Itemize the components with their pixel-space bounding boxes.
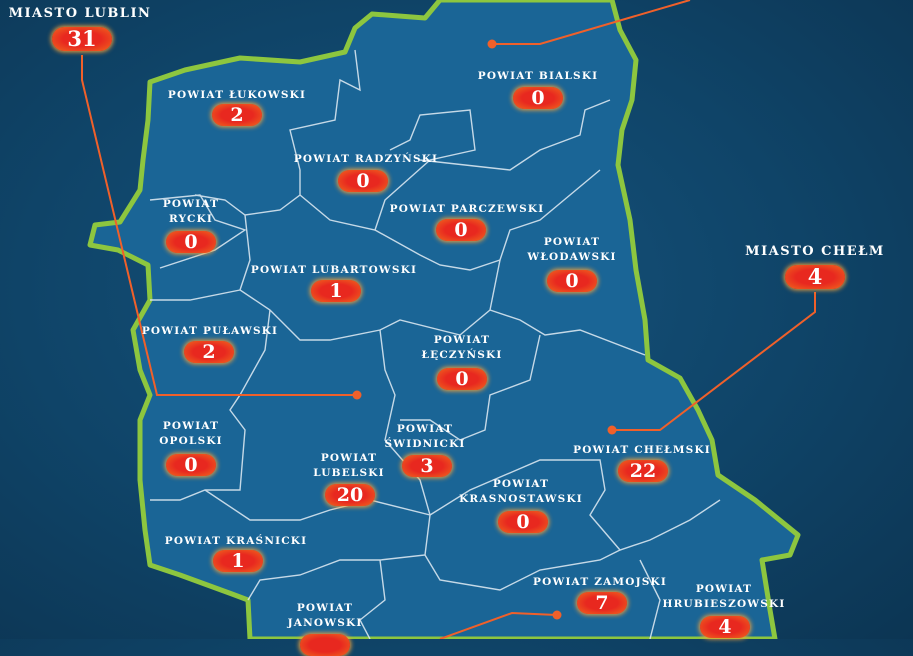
count-badge-radzynski: 0 bbox=[338, 170, 388, 192]
count-badge-parczewski: 0 bbox=[436, 219, 486, 241]
district-label-chelmski: POWIAT CHEŁMSKI bbox=[573, 444, 711, 456]
label-line: OPOLSKI bbox=[159, 435, 223, 447]
district-label-hrubieszowski: POWIAT HRUBIESZOWSKI bbox=[663, 582, 786, 612]
label-line: POWIAT bbox=[433, 334, 491, 346]
district-label-bialski: POWIAT BIALSKI bbox=[477, 70, 599, 82]
district-label-swidnicki: POWIAT ŚWIDNICKI bbox=[384, 422, 465, 452]
city-label-chelm: MIASTO CHEŁM bbox=[745, 244, 885, 259]
count-badge-lubartowski: 1 bbox=[311, 280, 361, 302]
label-line: LUBELSKI bbox=[313, 467, 385, 479]
count-badge-chelm: 4 bbox=[785, 265, 845, 289]
count-badge-opolski: 0 bbox=[166, 454, 216, 476]
voivodeship-map bbox=[81, 0, 816, 639]
connector-lines bbox=[81, 0, 816, 639]
count-badge-bialski: 0 bbox=[513, 87, 563, 109]
count-badge-zamojski: 7 bbox=[577, 592, 627, 614]
count-badge-chelmski: 22 bbox=[618, 460, 668, 482]
biala-podlaska-marker bbox=[487, 39, 497, 49]
chelm-marker bbox=[607, 425, 617, 435]
label-line: POWIAT bbox=[492, 478, 550, 490]
label-line: POWIAT bbox=[543, 236, 601, 248]
district-label-rycki: POWIAT RYCKI bbox=[163, 197, 219, 227]
label-line: ŁĘCZYŃSKI bbox=[421, 349, 503, 361]
district-label-pulawski: POWIAT PUŁAWSKI bbox=[141, 325, 279, 337]
label-line: HRUBIESZOWSKI bbox=[662, 598, 786, 610]
label-line: POWIAT bbox=[695, 583, 753, 595]
label-line: POWIAT bbox=[396, 423, 454, 435]
label-line: POWIAT bbox=[162, 198, 220, 210]
label-line: POWIAT bbox=[296, 602, 354, 614]
district-label-krasnicki: POWIAT KRAŚNICKI bbox=[164, 535, 308, 547]
label-line: ŚWIDNICKI bbox=[384, 438, 466, 450]
district-label-zamojski: POWIAT ZAMOJSKI bbox=[533, 576, 667, 588]
count-badge-hrubieszowski: 4 bbox=[700, 616, 750, 638]
label-line: POWIAT bbox=[320, 452, 378, 464]
count-badge-rycki: 0 bbox=[166, 231, 216, 253]
city-label-lublin: MIASTO LUBLIN bbox=[8, 6, 152, 21]
district-label-lubelski: POWIAT LUBELSKI bbox=[313, 451, 384, 481]
district-label-opolski: POWIAT OPOLSKI bbox=[159, 419, 223, 449]
count-badge-janowski bbox=[300, 634, 350, 656]
count-badge-wlodawski: 0 bbox=[547, 270, 597, 292]
count-badge-leczynski: 0 bbox=[437, 368, 487, 390]
district-label-lubartowski: POWIAT LUBARTOWSKI bbox=[250, 264, 418, 276]
label-line: POWIAT bbox=[162, 420, 220, 432]
zamosc-marker bbox=[552, 610, 562, 620]
count-badge-lublin: 31 bbox=[52, 27, 112, 51]
district-label-leczynski: POWIAT ŁĘCZYŃSKI bbox=[422, 333, 503, 363]
count-badge-lubelski: 20 bbox=[325, 484, 375, 506]
count-badge-swidnicki: 3 bbox=[402, 455, 452, 477]
count-badge-krasnostawski: 0 bbox=[498, 511, 548, 533]
count-badge-pulawski: 2 bbox=[184, 341, 234, 363]
label-line: JANOWSKI bbox=[287, 617, 363, 629]
lublin-marker bbox=[352, 390, 362, 400]
city-markers bbox=[352, 39, 617, 620]
district-borders bbox=[149, 49, 721, 639]
district-label-parczewski: POWIAT PARCZEWSKI bbox=[389, 203, 545, 215]
district-label-wlodawski: POWIAT WŁODAWSKI bbox=[527, 235, 616, 265]
count-badge-krasnicki: 1 bbox=[213, 550, 263, 572]
district-label-lukowski: POWIAT ŁUKOWSKI bbox=[167, 89, 307, 101]
district-label-krasnostawski: POWIAT KRASNOSTAWSKI bbox=[459, 477, 583, 507]
label-line: KRASNOSTAWSKI bbox=[459, 493, 583, 505]
label-line: WŁODAWSKI bbox=[527, 251, 617, 263]
district-label-janowski: POWIAT JANOWSKI bbox=[288, 601, 363, 631]
district-label-radzynski: POWIAT RADZYŃSKI bbox=[293, 153, 439, 165]
count-badge-lukowski: 2 bbox=[212, 104, 262, 126]
label-line: RYCKI bbox=[168, 213, 214, 225]
